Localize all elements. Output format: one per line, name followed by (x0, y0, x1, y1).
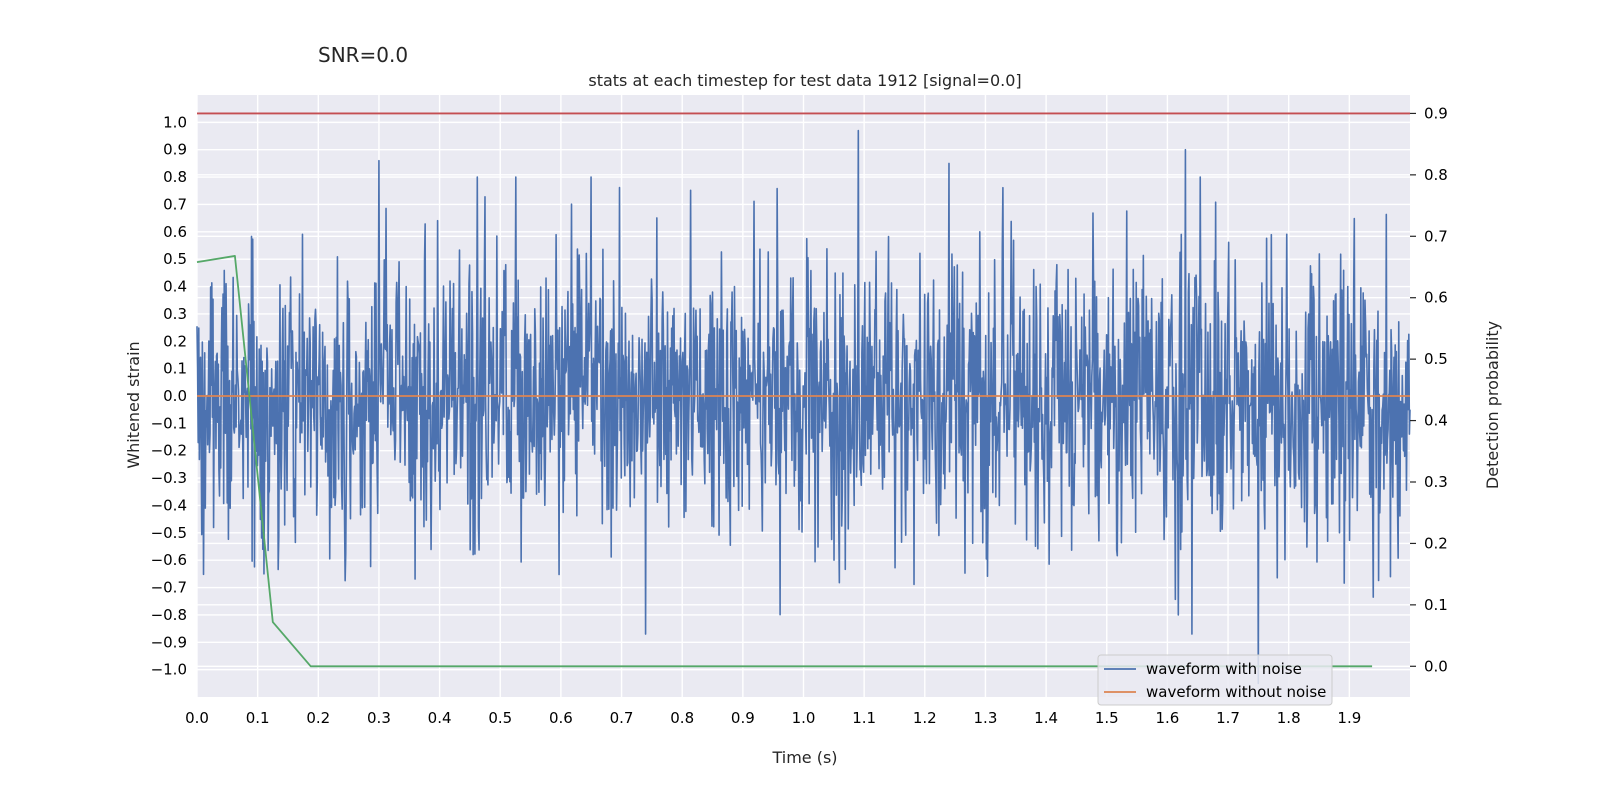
y-axis-ticks: 1.0 0.9 0.8 0.7 0.6 0.5 0.4 0.3 0.2 0.1 0.0 −0.1 −0.… (151, 113, 187, 678)
y2-tick-label: 0.5 (1424, 350, 1448, 368)
y-tick-label: −0.9 (151, 633, 187, 651)
y2-tick-label: 0.7 (1424, 227, 1448, 245)
x-tick-label: 0.2 (306, 709, 330, 727)
x-axis-ticks: 0.0 0.1 0.2 0.3 0.4 0.5 0.6 0.7 0.8 0.9 1.0 1.1 1.2 1… (185, 709, 1361, 727)
x-tick-label: 0.5 (488, 709, 512, 727)
series-detection-probability-line (196, 255, 1373, 668)
y-tick-label: 0.8 (163, 168, 187, 186)
x-tick-label: 0.4 (428, 709, 452, 727)
y-tick-label: 0.6 (163, 223, 187, 241)
y-tick-label: 0.7 (163, 195, 187, 213)
chart-title: stats at each timestep for test data 191… (588, 71, 1021, 90)
legend-label: waveform with noise (1146, 660, 1302, 678)
y-tick-label: −0.5 (151, 524, 187, 542)
x-tick-label: 1.8 (1277, 709, 1301, 727)
x-tick-label: 1.2 (913, 709, 937, 727)
y-tick-label: −0.6 (151, 551, 187, 569)
x-tick-label: 1.3 (974, 709, 998, 727)
x-tick-label: 1.7 (1216, 709, 1240, 727)
y-tick-label: 0.0 (163, 387, 187, 405)
y-tick-label: −0.2 (151, 442, 187, 460)
x-tick-label: 1.4 (1034, 709, 1058, 727)
y2-tick-label: 0.2 (1424, 534, 1448, 552)
y-tick-label: 0.5 (163, 250, 187, 268)
legend-label: waveform without noise (1146, 683, 1326, 701)
x-tick-label: 0.8 (670, 709, 694, 727)
x-axis-label: Time (s) (771, 748, 837, 767)
x-tick-label: 0.7 (610, 709, 634, 727)
x-tick-label: 1.1 (852, 709, 876, 727)
y2-tick-label: 0.3 (1424, 473, 1448, 491)
y-tick-label: 0.9 (163, 141, 187, 159)
y-tick-label: −0.8 (151, 606, 187, 624)
y2-tick-label: 0.0 (1424, 657, 1448, 675)
y2-tick-label: 0.9 (1424, 104, 1448, 122)
x-tick-label: 1.9 (1337, 709, 1361, 727)
x-tick-label: 1.0 (792, 709, 816, 727)
x-tick-label: 0.0 (185, 709, 209, 727)
legend: waveform with noise waveform without nois… (1097, 654, 1333, 706)
y-tick-label: 0.4 (163, 278, 187, 296)
y2-tick-label: 0.4 (1424, 412, 1448, 430)
series-layer (196, 112, 1411, 685)
y-tick-label: 1.0 (163, 113, 187, 131)
y-tick-label: −0.3 (151, 469, 187, 487)
chart-suptitle: SNR=0.0 (318, 43, 408, 67)
y2-axis-ticks: 0.9 0.8 0.7 0.6 0.5 0.4 0.3 0.2 0.1 0.0 (1410, 104, 1448, 675)
x-tick-label: 0.6 (549, 709, 573, 727)
x-tick-label: 1.6 (1155, 709, 1179, 727)
x-tick-label: 1.5 (1095, 709, 1119, 727)
y2-tick-label: 0.8 (1424, 166, 1448, 184)
y2-axis-label: Detection probability (1483, 321, 1502, 489)
y-axis-label: Whitened strain (124, 341, 143, 468)
x-tick-label: 0.9 (731, 709, 755, 727)
x-tick-label: 0.3 (367, 709, 391, 727)
y-tick-label: −0.1 (151, 414, 187, 432)
x-tick-label: 0.1 (246, 709, 270, 727)
y-tick-label: 0.1 (163, 360, 187, 378)
legend-box (1097, 654, 1333, 706)
y2-tick-label: 0.6 (1424, 289, 1448, 307)
y-tick-label: −0.7 (151, 579, 187, 597)
y-tick-label: 0.3 (163, 305, 187, 323)
y-tick-label: −0.4 (151, 496, 187, 514)
y-tick-label: 0.2 (163, 332, 187, 350)
y2-tick-label: 0.1 (1424, 596, 1448, 614)
y-tick-label: −1.0 (151, 661, 187, 679)
